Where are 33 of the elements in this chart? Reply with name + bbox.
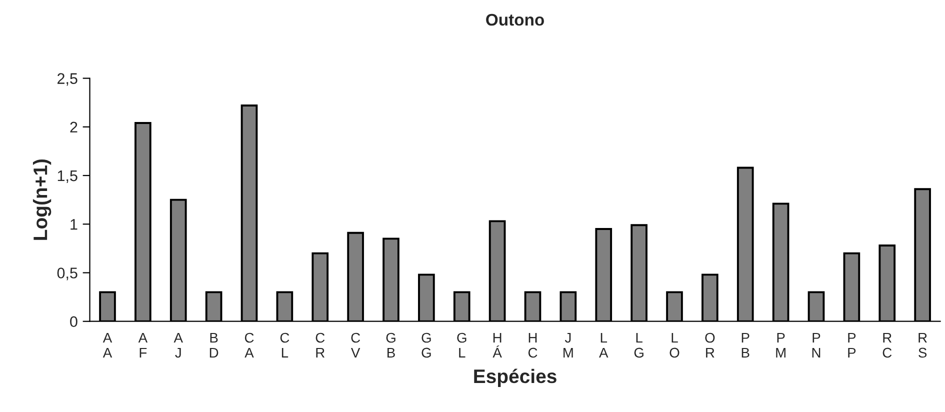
x-tick-label: C L <box>280 332 290 358</box>
x-tick-label: G L <box>457 332 466 358</box>
x-tick-label: G B <box>386 332 396 358</box>
y-tick-label: 1 <box>70 219 78 230</box>
x-tick-label: P M <box>776 332 786 358</box>
x-tick-label: L O <box>670 332 680 358</box>
x-tick-label: C A <box>244 332 254 358</box>
y-tick-label: 0,5 <box>57 268 78 280</box>
y-axis-title: Log(n+1) <box>32 159 52 240</box>
x-tick-label: A J <box>174 332 183 358</box>
x-tick-label: A A <box>102 332 112 358</box>
x-tick-label: L G <box>634 332 644 358</box>
y-tick-label: 2,5 <box>58 73 78 86</box>
x-tick-label: H C <box>528 332 538 358</box>
x-tick-label: C V <box>350 332 360 358</box>
x-tick-label: C R <box>316 332 325 358</box>
x-tick-label: P N <box>812 332 820 358</box>
x-tick-label: H Á <box>492 332 502 358</box>
x-tick-label: B D <box>210 332 218 358</box>
x-tick-label: A F <box>138 332 148 358</box>
x-tick-label: G G <box>422 332 431 358</box>
x-tick-label: O R <box>705 332 715 358</box>
y-tick-label: 2 <box>70 122 78 132</box>
x-tick-label: P P <box>848 332 856 358</box>
x-tick-label: R C <box>882 332 892 358</box>
x-tick-label: P B <box>742 332 750 358</box>
y-tick-label: 0 <box>70 316 78 328</box>
x-tick-label: J M <box>564 332 573 358</box>
y-tick-label: 1,5 <box>58 170 78 184</box>
x-tick-label: L A <box>599 332 608 358</box>
x-axis-title: Espécies <box>474 368 556 388</box>
x-tick-label: R S <box>918 332 927 358</box>
chart-title: Outono <box>486 14 544 26</box>
